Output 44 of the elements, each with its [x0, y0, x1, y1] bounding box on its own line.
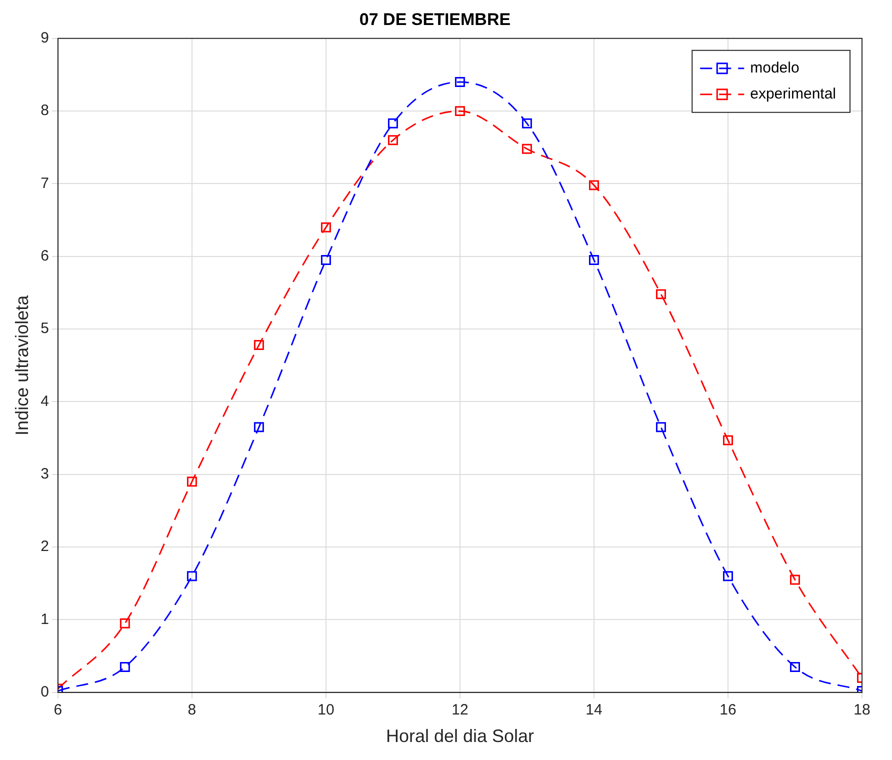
point — [790, 574, 800, 585]
y-axis-title: Indice ultravioleta — [12, 294, 32, 436]
x-axis-title: Horal del dia Solar — [386, 726, 534, 746]
point — [388, 118, 398, 128]
point — [186, 571, 197, 582]
y-tick-label: 7 — [40, 174, 49, 192]
point — [588, 255, 599, 266]
x-tick-label: 14 — [586, 702, 602, 719]
point — [656, 289, 666, 300]
x-tick-label: 12 — [452, 702, 468, 719]
y-tick-label: 0 — [40, 684, 49, 701]
x-tick-label: 16 — [720, 702, 736, 719]
point — [522, 118, 532, 128]
point — [454, 106, 465, 116]
point — [656, 422, 666, 432]
y-tick-label: 8 — [40, 102, 49, 120]
y-tick-label: 3 — [40, 466, 49, 483]
x-tick-label: 6 — [54, 702, 62, 719]
point — [723, 435, 733, 446]
legend-label: modelo — [750, 60, 800, 77]
y-tick-label: 9 — [40, 30, 49, 47]
point — [790, 662, 800, 672]
y-tick-label: 4 — [40, 392, 49, 410]
chart-title: 07 DE SETIEMBRE — [359, 10, 511, 29]
point — [254, 340, 264, 350]
point — [186, 476, 197, 487]
legend-label: experimental — [750, 86, 836, 103]
point — [254, 422, 264, 432]
y-tick-label: 5 — [40, 320, 49, 338]
point — [723, 571, 733, 582]
y-tick-label: 6 — [40, 248, 49, 265]
x-tick-label: 18 — [854, 702, 870, 719]
x-tick-label: 8 — [188, 702, 196, 719]
point — [522, 144, 532, 154]
point — [454, 77, 465, 87]
y-tick-label: 1 — [40, 610, 49, 628]
point — [588, 180, 599, 190]
x-tick-label: 10 — [318, 702, 334, 719]
point — [120, 662, 130, 672]
point — [388, 135, 398, 146]
point — [320, 255, 331, 266]
y-tick-label: 2 — [40, 538, 49, 556]
point — [120, 618, 130, 628]
point — [320, 222, 331, 232]
